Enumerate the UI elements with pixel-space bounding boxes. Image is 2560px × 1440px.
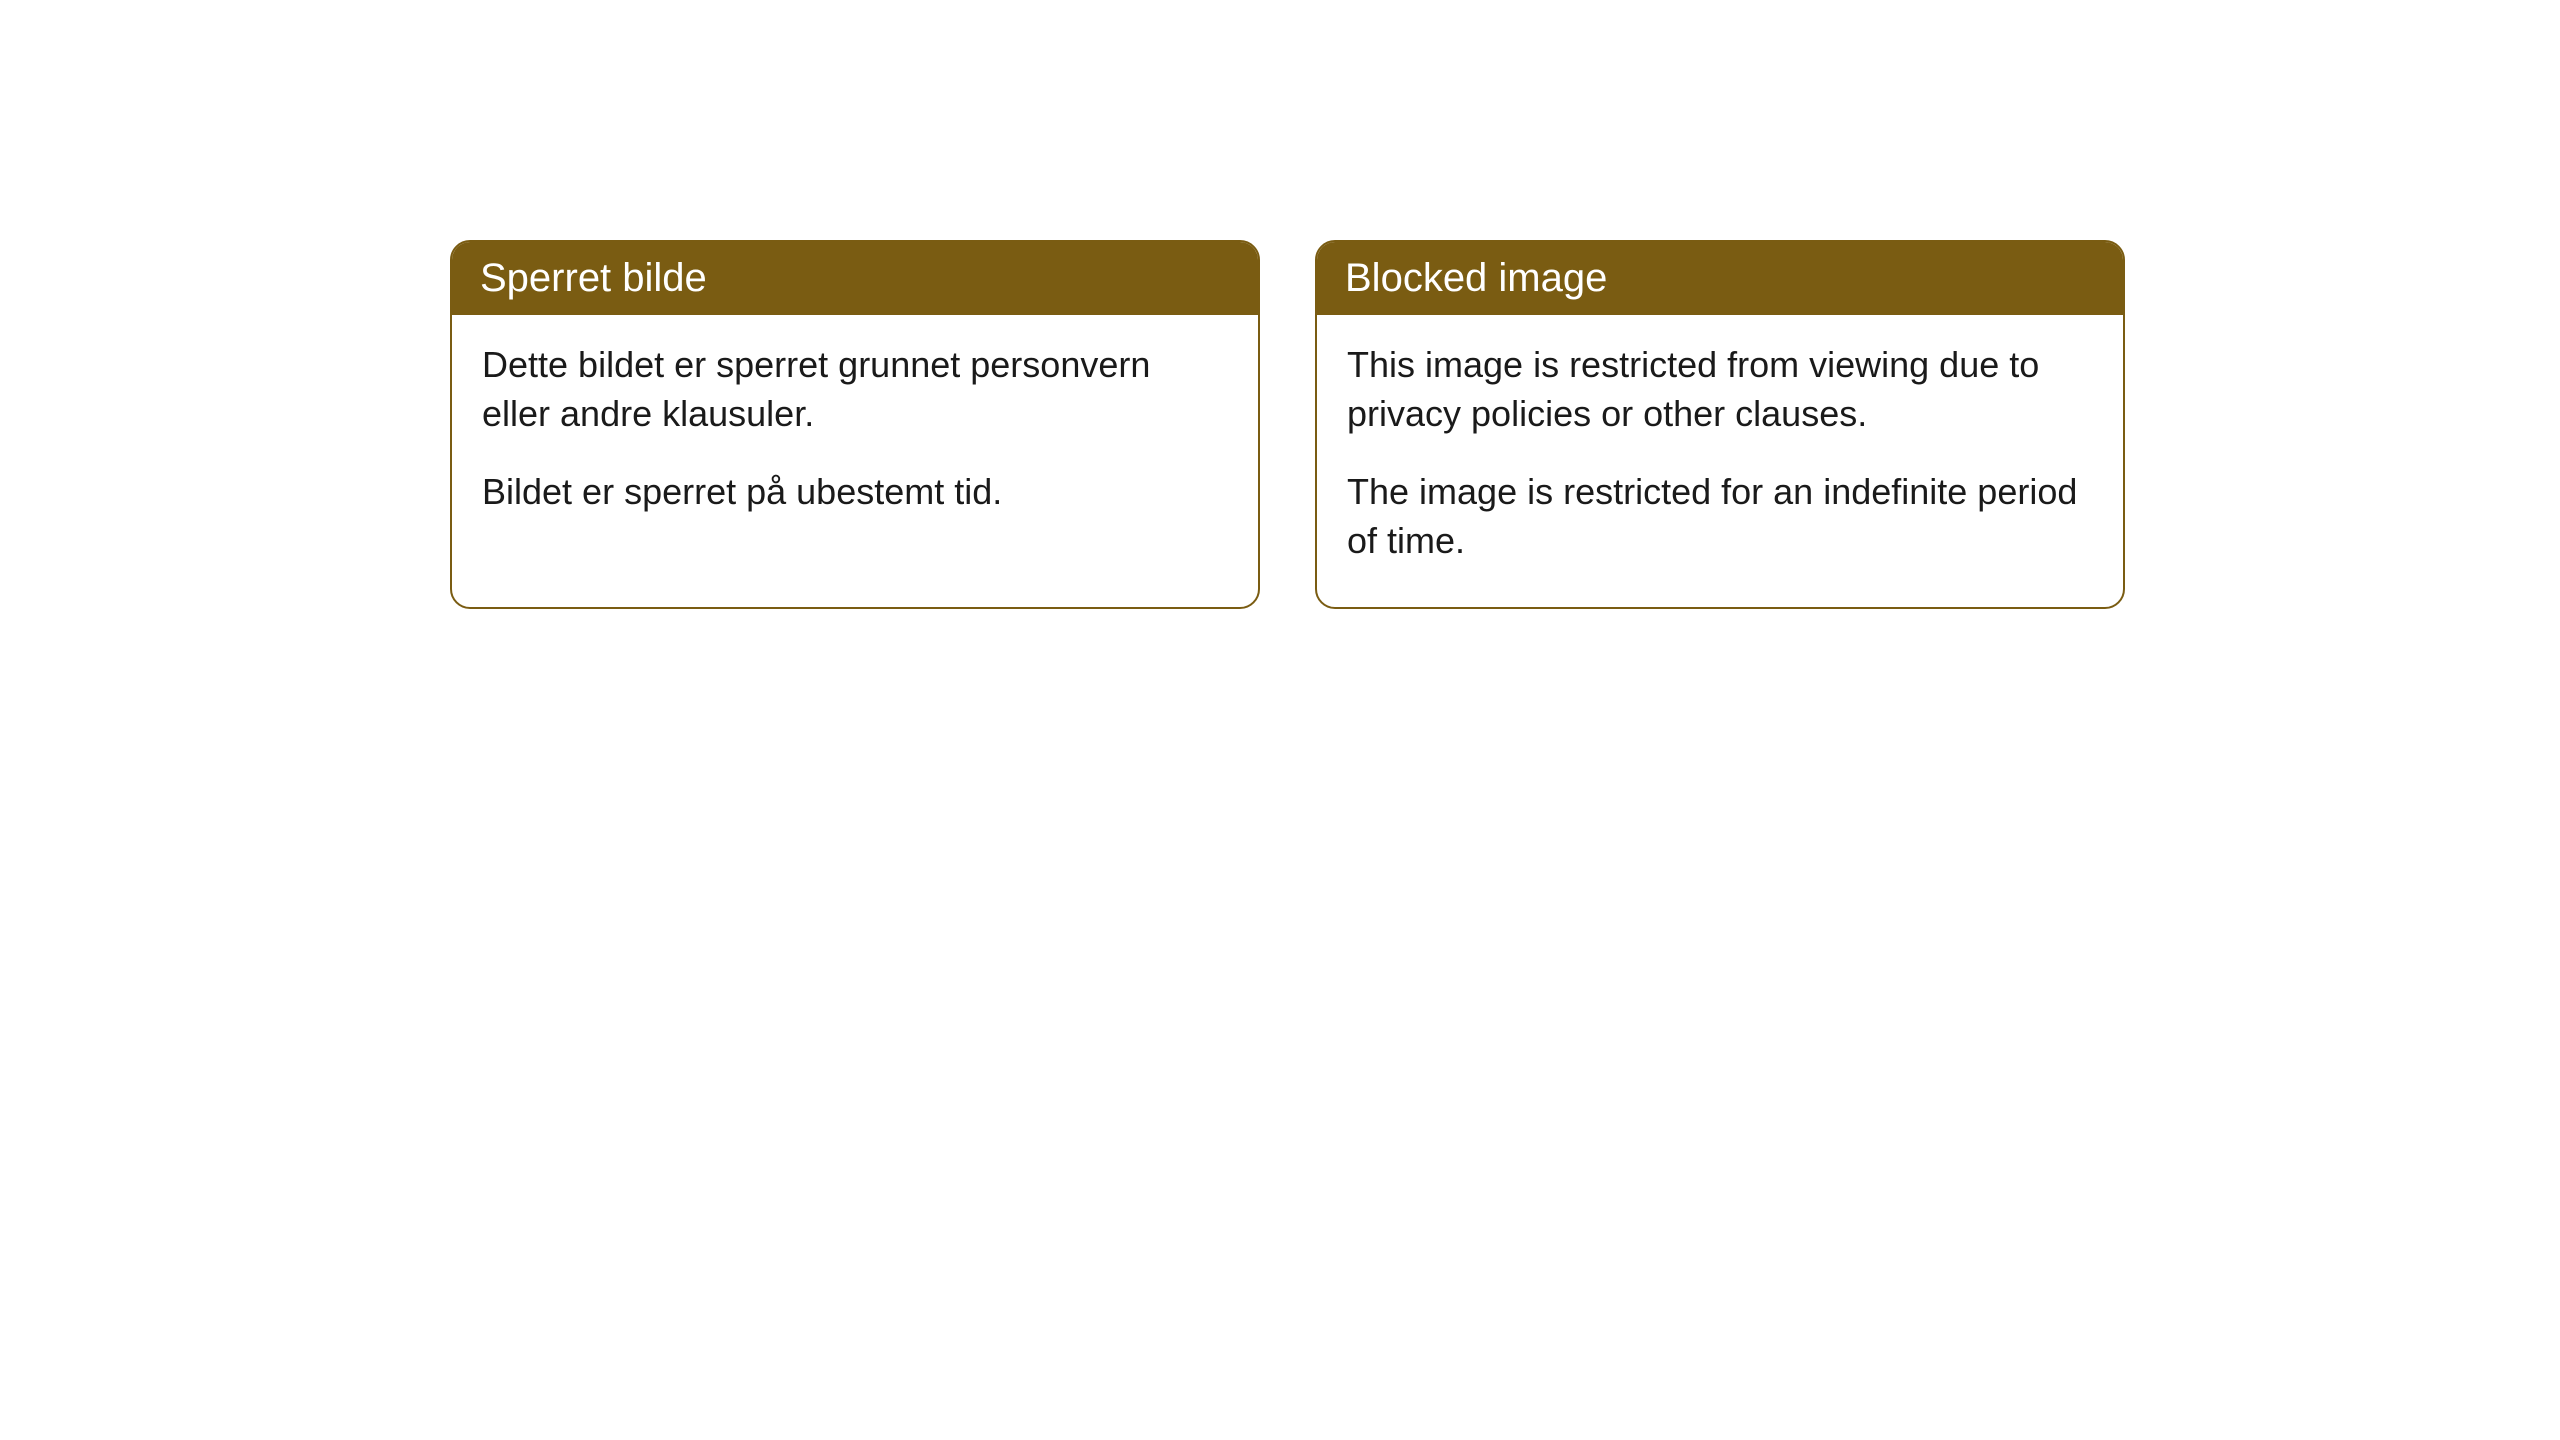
card-paragraph: Bildet er sperret på ubestemt tid. (482, 468, 1228, 517)
card-header-english: Blocked image (1317, 242, 2123, 315)
blocked-image-card-norwegian: Sperret bilde Dette bildet er sperret gr… (450, 240, 1260, 609)
cards-container: Sperret bilde Dette bildet er sperret gr… (0, 0, 2560, 609)
card-paragraph: Dette bildet er sperret grunnet personve… (482, 341, 1228, 438)
blocked-image-card-english: Blocked image This image is restricted f… (1315, 240, 2125, 609)
card-header-norwegian: Sperret bilde (452, 242, 1258, 315)
card-body-english: This image is restricted from viewing du… (1317, 315, 2123, 607)
card-body-norwegian: Dette bildet er sperret grunnet personve… (452, 315, 1258, 559)
card-paragraph: The image is restricted for an indefinit… (1347, 468, 2093, 565)
card-paragraph: This image is restricted from viewing du… (1347, 341, 2093, 438)
